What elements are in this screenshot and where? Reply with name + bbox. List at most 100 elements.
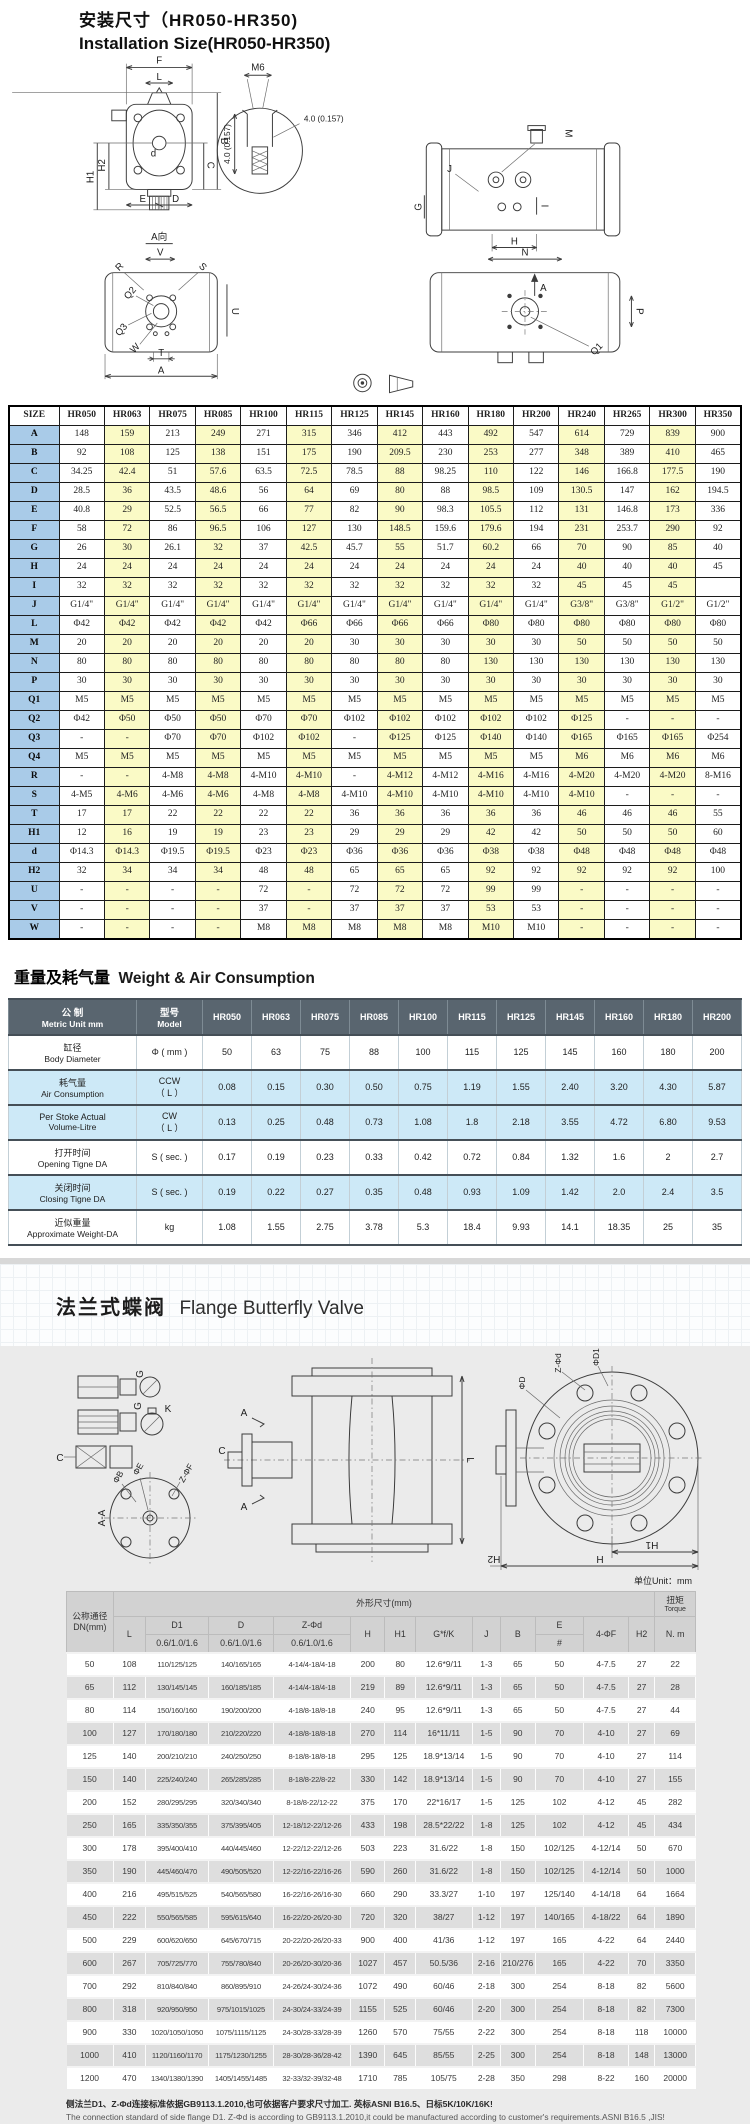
dn-cell: 197: [500, 1905, 536, 1929]
size-cell: M5: [194, 690, 242, 711]
dn-row: 500 229 600/620/650 645/670/715 20-22/20-26/…: [66, 1928, 696, 1952]
size-cell: Φ102: [240, 728, 287, 749]
weight-row-name-en: Opening Tigne DA: [37, 1158, 108, 1169]
size-cell: 66: [513, 538, 560, 559]
dn-cell: 375/395/405: [208, 1813, 274, 1837]
size-cell: 20: [240, 633, 287, 654]
size-cell: 24: [194, 557, 242, 578]
size-cell: 34.25: [58, 462, 105, 483]
size-cell: Φ14.3: [103, 842, 151, 863]
dn-cell: 1-12: [472, 1905, 502, 1929]
size-cell: 24: [103, 557, 151, 578]
dn-cell: 50: [535, 1652, 585, 1676]
weight-row-unit: kg: [136, 1209, 203, 1245]
size-cell: 51: [149, 462, 196, 483]
size-cell: 42.4: [103, 462, 151, 483]
size-cell: 4-M6: [149, 785, 196, 806]
size-cell: Φ48: [603, 842, 651, 863]
dn-cell: 1390: [350, 2043, 386, 2067]
size-cell: -: [649, 709, 696, 730]
dn-cell: 645: [384, 2043, 416, 2067]
size-cell: 30: [558, 671, 605, 692]
size-cell: 348: [558, 443, 605, 464]
size-cell: M5: [149, 690, 196, 711]
size-cell: 130: [331, 519, 378, 540]
size-cell: 50: [603, 823, 651, 844]
size-cell: -: [558, 918, 605, 940]
size-cell: 109: [513, 481, 560, 502]
dn-cell: 1072: [350, 1974, 386, 1998]
size-cell: 98.25: [422, 462, 469, 483]
dn-cell: 265/285/285: [208, 1767, 274, 1791]
size-cell: M5: [376, 690, 424, 711]
size-cell: 410: [649, 443, 696, 464]
dn-cell: 5600: [654, 1974, 696, 1998]
dn-cell: 4-12/14: [583, 1859, 629, 1883]
dn-cell: 1-5: [472, 1744, 502, 1768]
size-cell: -: [603, 785, 651, 806]
size-cell: Φ42: [58, 614, 105, 635]
size-row-label: Q2: [8, 709, 60, 730]
size-cell: 32: [194, 576, 242, 597]
dn-cell: 60/46: [415, 1974, 473, 1998]
weight-cell: 0.35: [349, 1174, 399, 1210]
dn-cell: 41/36: [415, 1928, 473, 1952]
size-cell: -: [103, 899, 151, 920]
dn-cell: 198: [384, 1813, 416, 1837]
valve-g1-label: G: [135, 1370, 146, 1378]
dn-cell: 330: [350, 1767, 386, 1791]
size-cell: 37: [240, 538, 287, 559]
dn-cell: 1-10: [472, 1882, 502, 1906]
dn-cell: 45: [628, 1790, 656, 1814]
size-col-header: HR075: [149, 405, 196, 426]
size-cell: 30: [103, 538, 151, 559]
size-row: J G1/4" G1/4" G1/4" G1/4" G1/4" G1/4" G1/4" G1/4…: [8, 595, 742, 616]
size-row-label: U: [8, 880, 60, 901]
size-cell: 4-M10: [331, 785, 378, 806]
size-cell: -: [694, 899, 742, 920]
size-cell: 72.5: [285, 462, 333, 483]
size-cell: 20: [194, 633, 242, 654]
size-cell: 130: [649, 652, 696, 673]
size-cell: 100: [694, 861, 742, 882]
size-cell: 29: [422, 823, 469, 844]
size-cell: Φ102: [376, 709, 424, 730]
size-row: A 148 159 213 249 271 315 346 412 443 492 547 614 729…: [8, 424, 742, 445]
size-cell: 37: [240, 899, 287, 920]
size-row: H 24 24 24 24 24 24 24 24 24 24 24 40 40 40 45: [8, 557, 742, 578]
weight-cell: 1.08: [202, 1209, 252, 1245]
dims-group-header: 外形尺寸(mm): [112, 1590, 656, 1617]
torque-header: 扭矩 Torque: [654, 1590, 696, 1617]
size-row-label: H1: [8, 823, 60, 844]
size-row-label: B: [8, 443, 60, 464]
col-header-e: E: [534, 1615, 585, 1635]
dn-row: 1000 410 1120/1160/1170 1175/1230/1255 28-30…: [66, 2043, 696, 2067]
size-cell: 4-M10: [513, 785, 560, 806]
dn-cell: 1000: [654, 1859, 696, 1883]
size-cell: 4-M16: [513, 766, 560, 787]
footer-note-en: The connection standard of side flange D…: [66, 2111, 665, 2122]
weight-cell: 2.18: [496, 1104, 546, 1140]
dn-cell: 900: [66, 2020, 114, 2044]
size-cell: 146.8: [603, 500, 651, 521]
dn-cell: 16-22/20-26/20-30: [273, 1905, 351, 1929]
dn-row: 900 330 1020/1050/1050 1075/1115/1125 24-30/…: [66, 2020, 696, 2044]
size-cell: 20: [103, 633, 151, 654]
dn-table: 公称通径 DN(mm) 外形尺寸(mm) 扭矩 Torque L D1 D Z-Φd…: [66, 1590, 696, 2089]
dn-cell: 160/185/185: [208, 1675, 274, 1699]
size-cell: M5: [513, 747, 560, 768]
sub-header-d: 0.6/1.0/1.6: [208, 1633, 274, 1654]
dn-cell: 22: [654, 1652, 696, 1676]
dn-cell: 200: [350, 1652, 386, 1676]
size-cell: Φ80: [513, 614, 560, 635]
dn-cell: 900: [350, 1928, 386, 1952]
size-cell: Φ165: [649, 728, 696, 749]
size-cell: -: [649, 880, 696, 901]
dn-cell: 170: [384, 1790, 416, 1814]
size-cell: M5: [603, 690, 651, 711]
weight-cell: 0.48: [300, 1104, 350, 1140]
dn-cell: 1-5: [472, 1721, 502, 1745]
size-row-label: N: [8, 652, 60, 673]
dn-cell: 38/27: [415, 1905, 473, 1929]
size-cell: 4-M8: [285, 785, 333, 806]
